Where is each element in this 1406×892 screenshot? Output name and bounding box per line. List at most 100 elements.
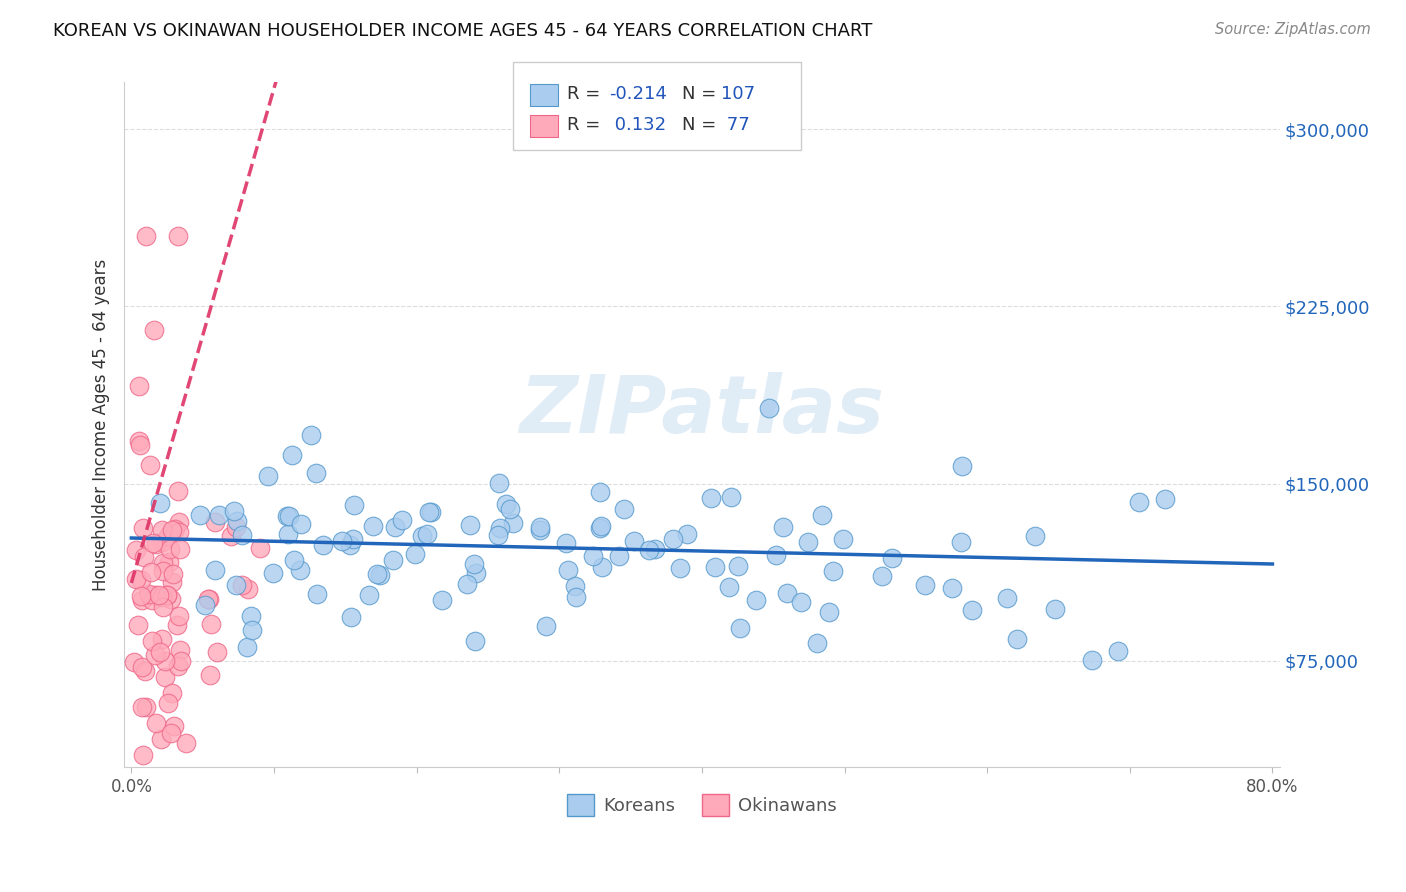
Point xyxy=(152,565,174,579)
Point xyxy=(564,579,586,593)
Point xyxy=(384,520,406,534)
Point xyxy=(204,563,226,577)
Text: KOREAN VS OKINAWAN HOUSEHOLDER INCOME AGES 45 - 64 YEARS CORRELATION CHART: KOREAN VS OKINAWAN HOUSEHOLDER INCOME AG… xyxy=(53,22,873,40)
Point xyxy=(960,603,983,617)
Legend: Koreans, Okinawans: Koreans, Okinawans xyxy=(560,787,844,823)
Point xyxy=(418,505,440,519)
Point xyxy=(700,491,723,505)
Point xyxy=(456,577,478,591)
Point xyxy=(464,633,486,648)
Point xyxy=(174,736,197,750)
Point xyxy=(200,617,222,632)
Point xyxy=(152,600,174,615)
Point xyxy=(330,533,353,548)
Point xyxy=(880,550,903,565)
Point xyxy=(342,532,364,546)
Point xyxy=(914,578,936,592)
Point xyxy=(486,528,509,542)
Point xyxy=(278,508,301,523)
Text: ZIPatlas: ZIPatlas xyxy=(519,372,884,450)
Point xyxy=(339,538,361,552)
Point xyxy=(281,448,304,462)
Point xyxy=(197,591,219,606)
Point xyxy=(188,508,211,522)
Text: R =: R = xyxy=(567,116,606,134)
Point xyxy=(811,508,834,523)
Point xyxy=(167,515,190,529)
Point xyxy=(208,508,231,522)
Point xyxy=(231,528,253,542)
Point xyxy=(589,484,612,499)
Text: 0.132: 0.132 xyxy=(609,116,666,134)
Text: N =: N = xyxy=(682,85,721,103)
Point xyxy=(124,542,146,557)
Point xyxy=(240,609,263,624)
Point xyxy=(529,520,551,534)
Point xyxy=(231,578,253,592)
Point xyxy=(817,606,839,620)
Point xyxy=(554,536,576,550)
Point xyxy=(143,588,166,602)
Point xyxy=(226,514,249,528)
Point xyxy=(1043,602,1066,616)
Point xyxy=(638,543,661,558)
Point xyxy=(138,587,160,601)
Point xyxy=(129,438,152,452)
Point xyxy=(150,535,173,549)
Point xyxy=(488,475,510,490)
Point xyxy=(950,458,973,473)
Point xyxy=(143,648,166,663)
Point xyxy=(132,748,155,763)
Point xyxy=(363,519,385,533)
Point xyxy=(157,555,180,569)
Point xyxy=(495,497,517,511)
Point xyxy=(758,401,780,415)
Text: -0.214: -0.214 xyxy=(609,85,666,103)
Point xyxy=(257,469,280,483)
Point xyxy=(502,516,524,530)
Point xyxy=(150,731,173,746)
Text: 107: 107 xyxy=(721,85,755,103)
Point xyxy=(382,552,405,566)
Point xyxy=(162,566,184,581)
Point xyxy=(166,228,188,243)
Point xyxy=(152,556,174,570)
Point xyxy=(411,529,433,543)
Point xyxy=(156,588,179,602)
Point xyxy=(391,513,413,527)
Point xyxy=(162,685,184,699)
Point xyxy=(669,560,692,574)
Point xyxy=(159,726,181,740)
Point xyxy=(149,496,172,510)
Point xyxy=(150,523,173,537)
Point xyxy=(169,642,191,657)
Point xyxy=(135,699,157,714)
Point xyxy=(1154,491,1177,506)
Point xyxy=(162,574,184,589)
Point xyxy=(197,591,219,606)
Point xyxy=(238,582,260,597)
Point xyxy=(745,593,768,607)
Point xyxy=(143,323,166,337)
Point xyxy=(950,535,973,549)
Point xyxy=(153,654,176,668)
Point xyxy=(165,522,187,536)
Point xyxy=(156,529,179,543)
Point xyxy=(776,586,799,600)
Point xyxy=(416,526,439,541)
Point xyxy=(139,565,162,579)
Point xyxy=(623,533,645,548)
Text: 77: 77 xyxy=(721,116,749,134)
Point xyxy=(995,591,1018,605)
Point xyxy=(312,538,335,552)
Point xyxy=(430,592,453,607)
Point xyxy=(129,574,152,588)
Point xyxy=(368,567,391,582)
Point xyxy=(727,558,749,573)
Point xyxy=(720,490,742,504)
Point xyxy=(207,645,229,659)
Point xyxy=(150,632,173,646)
Point xyxy=(662,532,685,546)
Point xyxy=(534,619,557,633)
Point xyxy=(148,588,170,602)
